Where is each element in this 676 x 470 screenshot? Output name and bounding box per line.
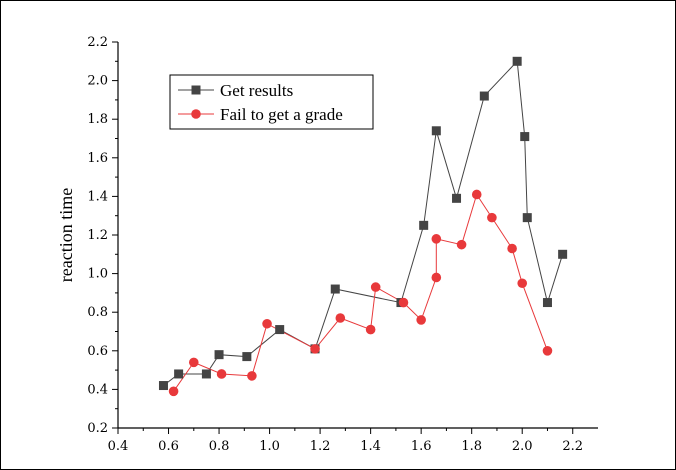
x-tick-label: 1.8: [461, 439, 482, 454]
x-tick-label: 1.4: [360, 439, 381, 454]
y-tick-label: 2.0: [87, 74, 108, 89]
x-tick-label: 0.6: [158, 439, 179, 454]
x-tick-label: 1.2: [310, 439, 331, 454]
data-point-circle: [398, 297, 409, 308]
data-point-circle: [335, 313, 346, 323]
data-point-circle: [262, 318, 272, 329]
y-tick-label: 0.2: [87, 421, 108, 436]
legend: Get results Fail to get a grade: [169, 74, 374, 130]
data-point-square: [520, 132, 530, 142]
data-point-circle: [247, 371, 257, 381]
data-point-circle: [542, 346, 553, 356]
y-tick-label: 1.0: [87, 267, 108, 282]
data-point-square: [431, 126, 441, 136]
x-tick-label: 0.8: [209, 439, 230, 454]
y-axis-title: reaction time: [56, 188, 76, 282]
data-point-square: [214, 350, 224, 360]
data-point-circle: [431, 234, 442, 244]
legend-box: [169, 74, 374, 130]
data-point-circle: [188, 357, 199, 368]
y-tick-label: 1.4: [87, 189, 108, 204]
legend-label-1: Get results: [220, 81, 293, 100]
data-point-square: [158, 381, 168, 391]
y-tick-label: 1.2: [87, 228, 108, 243]
data-point-circle: [456, 239, 467, 250]
data-point-square: [542, 298, 552, 308]
x-tick-label: 1.6: [411, 439, 432, 454]
y-tick-label: 0.4: [87, 382, 108, 397]
legend-marker-circle: [191, 109, 201, 119]
data-point-square: [558, 249, 568, 259]
data-point-square: [242, 352, 252, 362]
y-tick-label: 1.8: [87, 112, 108, 127]
data-point-square: [330, 284, 340, 294]
data-point-square: [174, 369, 184, 379]
data-point-circle: [168, 386, 179, 397]
data-point-circle: [471, 189, 482, 200]
y-tick-label: 0.8: [87, 305, 108, 320]
data-point-circle: [487, 212, 497, 223]
series-markers: [158, 56, 568, 397]
x-tick-label: 2.2: [562, 439, 583, 454]
data-point-circle: [365, 324, 376, 335]
legend-label-2: Fail to get a grade: [220, 105, 343, 124]
data-point-circle: [431, 272, 442, 283]
data-point-circle: [517, 278, 528, 289]
y-tick-label: 1.6: [87, 151, 108, 166]
y-tick-label: 0.6: [87, 344, 108, 359]
data-point-square: [452, 193, 462, 203]
data-point-square: [201, 369, 211, 379]
data-point-circle: [310, 344, 320, 354]
legend-marker-square: [191, 85, 201, 95]
y-tick-label: 2.2: [87, 35, 108, 50]
data-point-circle: [416, 315, 426, 325]
series-line-2: [173, 193, 548, 392]
data-point-circle: [216, 369, 227, 379]
data-point-circle: [370, 282, 381, 292]
data-point-circle: [507, 243, 517, 254]
data-point-square: [479, 91, 489, 101]
data-point-square: [522, 213, 532, 223]
x-tick-label: 2.0: [512, 439, 533, 454]
data-point-square: [275, 325, 285, 335]
data-point-square: [419, 220, 429, 230]
x-tick-label: 0.4: [108, 439, 129, 454]
x-tick-label: 1.0: [259, 439, 280, 454]
axes: 0.4 0.6 0.8 1.0 1.2 1.4 1.6 1.8 2.0 2.20.20.40.60…: [87, 35, 598, 454]
data-point-square: [512, 56, 522, 66]
